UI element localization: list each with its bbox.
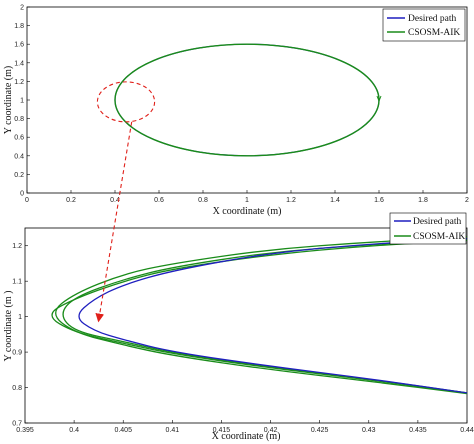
y-tick-label: 0.9 bbox=[12, 350, 22, 357]
x-axis-label-bottom: X coordinate (m) bbox=[212, 431, 281, 442]
legend-top: Desired path CSOSM-AIK bbox=[382, 8, 466, 42]
x-tick-label: 0.4 bbox=[69, 427, 79, 434]
y-tick-label: 1.8 bbox=[14, 23, 24, 30]
x-tick-label: 1.6 bbox=[374, 197, 384, 204]
legend-bottom: Desired path CSOSM-AIK bbox=[389, 212, 467, 245]
x-tick-label: 0.42 bbox=[264, 427, 278, 434]
chart-bottom: 0.395 0.4 0.405 0.41 0.415 0.42 0.425 0.43 0.435… bbox=[3, 212, 474, 442]
y-tick-label: 0.6 bbox=[14, 135, 24, 142]
series-desired-path bbox=[78, 237, 468, 394]
series-csosm-aik bbox=[55, 236, 468, 395]
y-tick-label: 0.7 bbox=[12, 421, 22, 428]
x-tick-label: 0.41 bbox=[166, 427, 180, 434]
x-tick-label: 0.435 bbox=[409, 427, 427, 434]
y-axis-label-top: Y coordinate (m) bbox=[3, 66, 14, 135]
direction-marker bbox=[376, 95, 382, 103]
plot-area-bottom bbox=[24, 227, 468, 424]
y-tick-label: 0.8 bbox=[14, 116, 24, 123]
y-tick-label: 2 bbox=[20, 5, 24, 12]
y-tick-label: 1 bbox=[20, 98, 24, 105]
y-tick-label: 1.2 bbox=[12, 243, 22, 250]
x-tick-label: 1 bbox=[245, 197, 249, 204]
x-tick-label: 1.8 bbox=[418, 197, 428, 204]
y-tick-label: 0 bbox=[20, 191, 24, 198]
legend-label-csosm: CSOSM-AIK bbox=[408, 28, 460, 38]
x-axis-label-top: X coordinate (m) bbox=[213, 206, 282, 217]
y-tick-label: 1.4 bbox=[14, 60, 24, 67]
x-tick-label: 0.8 bbox=[198, 197, 208, 204]
x-tick-label: 0.395 bbox=[16, 427, 34, 434]
x-tick-label: 1.4 bbox=[330, 197, 340, 204]
y-tick-label: 0.2 bbox=[14, 172, 24, 179]
x-tick-label: 2 bbox=[465, 197, 469, 204]
legend-label-csosm-bottom: CSOSM-AIK bbox=[413, 232, 465, 242]
x-tick-label: 0.4 bbox=[110, 197, 120, 204]
x-tick-label: 1.2 bbox=[286, 197, 296, 204]
legend-label-desired-bottom: Desired path bbox=[413, 217, 462, 227]
legend-label-desired: Desired path bbox=[408, 14, 457, 24]
zoom-region-ellipse bbox=[96, 81, 156, 123]
y-tick-label: 1.1 bbox=[12, 279, 22, 286]
x-tick-label: 0.415 bbox=[213, 427, 231, 434]
series-csosm-aik bbox=[51, 239, 468, 394]
x-tick-label: 0.2 bbox=[66, 197, 76, 204]
x-tick-label: 0.6 bbox=[154, 197, 164, 204]
y-tick-label: 1.2 bbox=[14, 79, 24, 86]
x-tick-label: 0 bbox=[25, 197, 29, 204]
zoom-arrow bbox=[95, 121, 133, 323]
y-tick-label: 0.8 bbox=[12, 385, 22, 392]
chart-top: 0 0.2 0.4 0.6 0.8 1 1.2 1.4 1.6 1.8 2 0 0.2 0.4 0.6 0.… bbox=[3, 5, 469, 218]
x-tick-label: 0.405 bbox=[114, 427, 132, 434]
y-tick-label: 0.4 bbox=[14, 153, 24, 160]
y-tick-label: 1 bbox=[18, 314, 22, 321]
y-tick-label: 1.6 bbox=[14, 42, 24, 49]
x-tick-label: 0.43 bbox=[362, 427, 376, 434]
y-axis-label-bottom: Y coordinate (m ) bbox=[3, 291, 14, 362]
x-tick-label: 0.44 bbox=[460, 427, 474, 434]
x-tick-label: 0.425 bbox=[311, 427, 329, 434]
